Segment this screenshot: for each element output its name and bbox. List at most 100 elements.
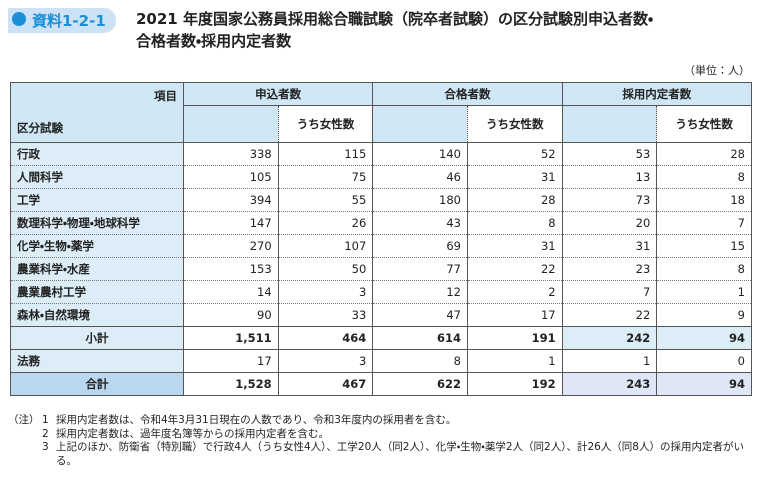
table-row: 工学 394 55 180 28 73 18: [10, 188, 752, 212]
cell: 46: [372, 165, 468, 189]
cell: 52: [466, 142, 563, 166]
row-label: 化学・生物・薬学: [10, 234, 184, 258]
table-row: 法務 17 3 8 1 1 0: [10, 349, 752, 373]
row-label: 合計: [10, 372, 184, 396]
cell: 33: [277, 303, 374, 327]
cell: 55: [277, 188, 374, 212]
cell: 7: [561, 280, 658, 304]
cell: 28: [466, 188, 563, 212]
cell: 94: [656, 326, 752, 350]
notes: （注） 1 採用内定者数は、令和4年3月31日現在の人数であり、令和3年度内の採用者…: [8, 414, 752, 468]
cell: 140: [372, 142, 468, 166]
table-body: 行政 338 115 140 52 53 28 人間科学 105 75 46 31 13 8 工学 394 55…: [10, 142, 752, 396]
cell: 69: [372, 234, 468, 258]
note-number: 3: [42, 441, 49, 453]
table-row: 合計 1,528 467 622 192 243 94: [10, 372, 752, 396]
row-label: 農業科学・水産: [10, 257, 184, 281]
note-indent: [8, 428, 42, 442]
row-label: 工学: [10, 188, 184, 212]
cell: 77: [372, 257, 468, 281]
note: 3 上記のほか、防衛省（特別職）で行政4人（うち女性4人）、工学20人（同2人）、…: [8, 441, 752, 468]
cell: 8: [372, 349, 468, 373]
table-row: 行政 338 115 140 52 53 28: [10, 142, 752, 166]
cell: 338: [183, 142, 279, 166]
cell: 94: [656, 372, 752, 396]
cell: 14: [183, 280, 279, 304]
corner-bottom: 区分試験: [17, 121, 63, 135]
title-line: 合格者数・採用内定者数: [136, 32, 292, 50]
cell: 270: [183, 234, 279, 258]
cell: 17: [183, 349, 279, 373]
cell: 622: [372, 372, 468, 396]
note-prefix: （注）: [8, 414, 40, 426]
cell: 8: [656, 165, 752, 189]
cell: 243: [561, 372, 658, 396]
cell: 23: [561, 257, 658, 281]
cell: 17: [466, 303, 563, 327]
cell: 242: [561, 326, 658, 350]
header-blank: [372, 105, 468, 143]
cell: 53: [561, 142, 658, 166]
note-indent: [8, 441, 42, 468]
cell: 107: [277, 234, 374, 258]
cell: 90: [183, 303, 279, 327]
cell: 1,528: [183, 372, 279, 396]
cell: 9: [656, 303, 752, 327]
cell: 20: [561, 211, 658, 235]
cell: 180: [372, 188, 468, 212]
note-number: 1: [42, 414, 49, 426]
table-row: 農業農村工学 14 3 12 2 7 1: [10, 280, 752, 304]
cell: 3: [277, 280, 374, 304]
row-label: 小計: [10, 326, 184, 350]
cell: 1,511: [183, 326, 279, 350]
corner-top: 項目: [154, 89, 177, 103]
note-text: 採用内定者数は、過年度名簿等からの採用内定者を含む。: [56, 427, 329, 440]
cell: 8: [466, 211, 563, 235]
cell: 2: [466, 280, 563, 304]
cell: 1: [656, 280, 752, 304]
cell: 75: [277, 165, 374, 189]
unit: （単位：人）: [684, 64, 750, 77]
row-label: 法務: [10, 349, 184, 373]
cell: 394: [183, 188, 279, 212]
cell: 192: [466, 372, 563, 396]
cell: 147: [183, 211, 279, 235]
title-line: 2021 年度国家公務員採用総合職試験（院卒者試験）の区分試験別申込者数・: [136, 10, 654, 28]
header-blank: [561, 105, 657, 143]
cell: 467: [277, 372, 374, 396]
table-row: 森林・自然環境 90 33 47 17 22 9: [10, 303, 752, 327]
group-header: 採用内定者数: [561, 82, 753, 106]
cell: 191: [466, 326, 563, 350]
cell: 105: [183, 165, 279, 189]
cell: 8: [656, 257, 752, 281]
cell: 18: [656, 188, 752, 212]
group-header: 合格者数: [372, 82, 563, 106]
cell: 22: [466, 257, 563, 281]
doc-label: 資料1-2-1: [8, 8, 116, 33]
cell: 115: [277, 142, 374, 166]
note-text: 採用内定者数は、令和4年3月31日現在の人数であり、令和3年度内の採用者を含む。: [56, 414, 457, 426]
cell: 3: [277, 349, 374, 373]
table-row: 小計 1,511 464 614 191 242 94: [10, 326, 752, 350]
row-label: 農業農村工学: [10, 280, 184, 304]
sub-header: うち女性数: [656, 105, 752, 143]
cell: 31: [466, 234, 563, 258]
note: 2 採用内定者数は、過年度名簿等からの採用内定者を含む。: [8, 428, 752, 442]
title: 2021 年度国家公務員採用総合職試験（院卒者試験）の区分試験別申込者数・ 合格…: [136, 8, 653, 52]
cell: 614: [372, 326, 468, 350]
note-text: 上記のほか、防衛省（特別職）で行政4人（うち女性4人）、工学20人（同2人）、化…: [56, 441, 744, 467]
sub-header: うち女性数: [466, 105, 563, 143]
table-row: 人間科学 105 75 46 31 13 8: [10, 165, 752, 189]
cell: 153: [183, 257, 279, 281]
table-row: 農業科学・水産 153 50 77 22 23 8: [10, 257, 752, 281]
cell: 31: [561, 234, 658, 258]
cell: 73: [561, 188, 658, 212]
row-label: 数理科学・物理・地球科学: [10, 211, 184, 235]
row-label: 行政: [10, 142, 184, 166]
group-header: 申込者数: [182, 82, 374, 106]
row-label: 森林・自然環境: [10, 303, 184, 327]
table-row: 数理科学・物理・地球科学 147 26 43 8 20 7: [10, 211, 752, 235]
cell: 26: [277, 211, 374, 235]
corner-cell: 項目 区分試験: [10, 82, 184, 143]
